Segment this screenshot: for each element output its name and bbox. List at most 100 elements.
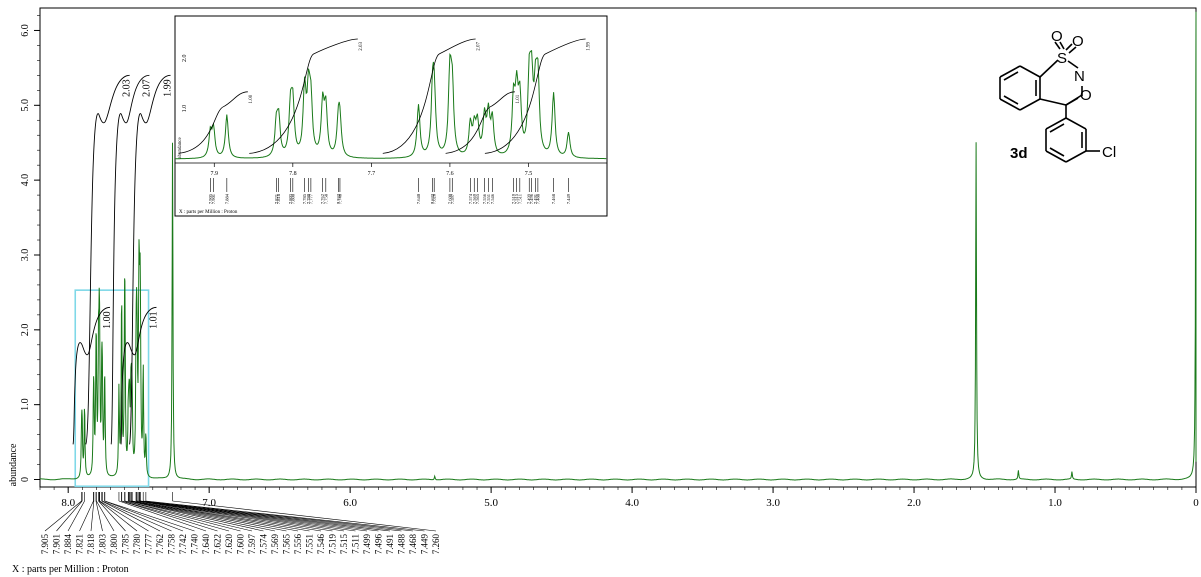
peak-leader-line [104,500,184,532]
peak-leader-line [99,500,149,532]
peak-leader-line [129,500,287,532]
integral-label: 2.07 [141,79,152,97]
bond [1065,117,1087,130]
inset-integral-curve [445,91,515,154]
inset-integral-curve [249,38,358,154]
peak-leader-line [90,500,95,532]
inset-integral-label: 2.07 [477,42,482,51]
inset-peak-label: 7.468 [551,193,556,204]
inset-peak-label: 7.488 [535,193,540,204]
peak-label: 7.491 [385,534,395,554]
peak-leader-line [137,500,356,532]
peak-leader-line [130,500,299,532]
peak-label: 7.488 [397,534,407,555]
peak-leader-line [145,500,425,532]
integral-label: 1.01 [148,311,159,329]
peak-label: 7.800 [109,534,119,555]
atom-label: S [1057,50,1067,67]
bond [999,65,1021,78]
bond [1045,117,1067,130]
y-axis-label: abundance [8,443,19,486]
double-bond [1049,147,1065,157]
peak-label: 7.597 [247,534,257,555]
atom-label: O [1080,87,1092,104]
inset-y-tick-label: 2.0 [182,54,188,62]
inset-integral-label: 1.00 [249,94,254,103]
peak-leader-line [136,500,345,532]
bond [1065,94,1083,106]
inset-integral-label: 1.99 [587,42,592,51]
y-tick-label: 3.0 [20,249,31,262]
peak-label: 7.556 [293,534,303,555]
bond [1065,150,1087,163]
peak-label: 7.762 [155,534,165,554]
inset-peak-label: 7.884 [224,193,229,204]
bond [1054,41,1061,50]
inset-peak-label: 7.742 [336,194,341,204]
inset-peak-label: 7.449 [566,193,571,204]
peak-leader-line [67,500,85,532]
inset-peak-label: 7.519 [511,193,516,204]
x-axis-label: X : parts per Million : Proton [12,564,129,575]
integral-curve [120,306,157,445]
peak-label: 7.905 [40,534,50,555]
bond [1039,98,1067,106]
x-tick-label: 2.0 [907,497,921,509]
double-bond [1003,95,1019,105]
peak-leader-line [96,500,115,532]
peak-label: 7.519 [328,534,338,555]
peak-leader-line [131,500,310,532]
inset-x-tick-label: 7.6 [446,171,454,177]
inset-peak-label: 7.803 [288,193,293,204]
peak-leader-line [44,500,82,532]
inset-peak-label: 7.551 [486,194,491,204]
inset-integral-curve [484,38,586,154]
peak-label: 7.496 [374,534,384,555]
inset-peak-label: 7.762 [320,194,325,204]
peak-leader-line [135,500,333,532]
inset-peak-label: 7.901 [211,194,216,204]
peak-label: 7.511 [351,534,361,554]
inset-peak-label: 7.511 [517,194,522,204]
peak-leader-line [124,500,241,532]
inset-peak-label: 7.499 [527,193,532,204]
y-tick-label: 5.0 [20,99,31,112]
y-tick-label: 4.0 [20,174,31,187]
x-tick-label: 1.0 [1048,497,1062,509]
peak-label: 7.468 [408,534,418,555]
peak-label: 7.640 [201,534,211,555]
spectrum-trace [40,11,1197,481]
inset-peak-label: 7.821 [274,194,279,204]
peak-label: 7.821 [75,534,85,554]
inset-peak-label: 7.569 [472,193,477,204]
x-tick-label: 6.0 [343,497,357,509]
inset-integral-curve [178,91,248,154]
bond [999,98,1021,111]
peak-label: 7.901 [52,534,62,554]
peak-leader-line [143,500,414,532]
y-tick-label: 2.0 [20,324,31,337]
peak-label: 7.499 [362,534,372,555]
inset-peak-label: 7.905 [208,193,213,204]
peak-leader-line [128,500,276,532]
bond [1045,150,1067,163]
inset-peak-label: 7.800 [290,193,295,204]
inset-peak-label: 7.740 [337,193,342,204]
double-bond [1003,71,1019,81]
inset-peak-label: 7.622 [430,194,435,204]
inset-peak-label: 7.620 [432,193,437,204]
inset-peak-label: 7.496 [529,193,534,204]
peak-label: 7.600 [236,534,246,555]
inset-peak-label: 7.491 [533,194,538,204]
x-tick-label: 7.0 [202,497,216,509]
peak-label: 7.620 [224,534,234,555]
peak-leader-line [79,500,94,532]
peak-leader-line [101,500,161,532]
peak-leader-line [124,500,253,532]
peak-leader-line [102,500,172,532]
peak-label: 7.818 [86,534,96,555]
y-tick-label: 6.0 [20,24,31,37]
peak-label: 7.449 [420,534,430,555]
inset-peak-label: 7.758 [323,193,328,204]
